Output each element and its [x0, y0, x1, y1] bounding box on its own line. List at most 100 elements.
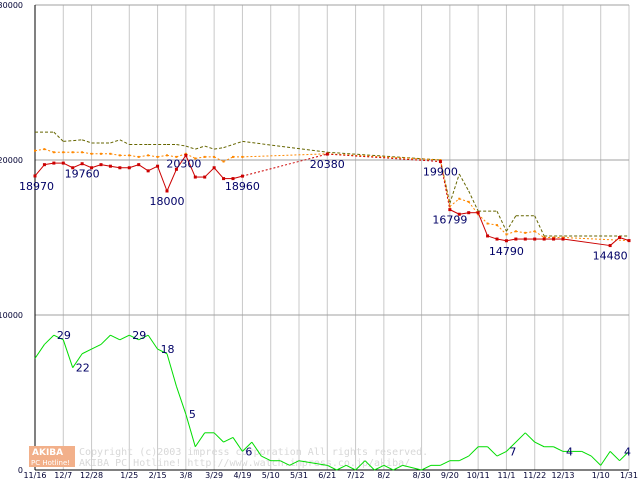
max-price-segment	[214, 147, 224, 150]
max-price-segment	[458, 173, 470, 192]
shop-count-segment	[110, 334, 121, 341]
shop-count-data-label: 18	[161, 343, 175, 356]
shop-count-segment	[534, 441, 545, 448]
min-price-data-label: 19900	[423, 166, 458, 179]
shop-count-segment	[374, 464, 385, 471]
shop-count-segment	[166, 353, 177, 387]
average-price-point	[543, 236, 546, 239]
shop-count-segment	[279, 460, 290, 466]
average-price-point	[71, 151, 74, 154]
min-price-segment	[176, 155, 187, 170]
average-price-point	[496, 224, 498, 227]
x-tick-label: 12/7	[54, 471, 72, 480]
min-price-point	[52, 161, 56, 165]
max-price-series	[35, 131, 629, 237]
min-price-point	[457, 212, 461, 216]
copyright-text: Copyright (c)2003 impress corporation Al…	[79, 447, 428, 458]
min-price-segment	[110, 165, 120, 169]
x-tick-label: 11/16	[23, 471, 46, 480]
min-price-point	[165, 189, 169, 193]
min-price-segment	[506, 238, 516, 242]
min-price-point	[486, 234, 490, 238]
max-price-segment	[110, 139, 121, 144]
min-price-segment	[232, 175, 243, 180]
shop-count-segment	[194, 432, 206, 448]
min-price-segment	[129, 164, 139, 169]
min-price-point	[203, 175, 207, 179]
series-layer	[33, 131, 631, 471]
max-price-segment	[204, 145, 215, 150]
min-price-segment	[619, 237, 630, 242]
min-price-data-label: 16799	[432, 214, 467, 227]
shop-count-data-label: 5	[189, 408, 196, 421]
x-tick-label: 5/10	[262, 471, 280, 480]
average-price-segment	[223, 156, 234, 162]
average-price-point	[90, 152, 93, 155]
average-price-segment	[468, 201, 479, 215]
min-price-point	[438, 160, 442, 164]
average-price-point	[156, 155, 159, 158]
x-tick-label: 11/22	[523, 471, 546, 480]
min-price-segment	[44, 162, 54, 166]
x-tick-label: 9/20	[441, 471, 459, 480]
min-price-point	[42, 163, 46, 167]
max-price-segment	[242, 140, 328, 153]
average-price-point	[118, 154, 121, 157]
min-price-point	[476, 211, 480, 215]
average-price-point	[34, 149, 36, 152]
max-price-segment	[176, 144, 186, 147]
shop-count-segment	[242, 441, 253, 452]
average-price-segment	[534, 230, 545, 238]
average-price-segment	[148, 154, 158, 158]
shop-count-data-label: 7	[509, 445, 516, 458]
average-price-segment	[327, 153, 441, 161]
average-price-segment	[195, 156, 205, 159]
average-price-segment	[506, 230, 517, 235]
shop-count-segment	[81, 348, 92, 355]
min-price-point	[618, 236, 622, 239]
average-price-segment	[185, 153, 196, 159]
min-price-data-label: 18970	[19, 180, 54, 193]
min-price-segment	[72, 163, 83, 169]
average-price-segment	[459, 198, 469, 203]
shop-count-segment	[72, 353, 83, 368]
average-price-segment	[157, 154, 168, 158]
min-price-segment	[147, 165, 158, 172]
average-price-segment	[213, 156, 224, 162]
x-tick-label: 5/31	[290, 471, 308, 480]
average-price-point	[467, 200, 470, 203]
min-price-segment	[496, 238, 507, 242]
x-tick-label: 2/15	[149, 471, 167, 480]
max-price-segment	[195, 145, 205, 150]
shop-count-segment	[119, 334, 130, 341]
shop-count-segment	[440, 460, 451, 466]
shop-count-segment	[364, 460, 375, 471]
shop-count-segment	[515, 432, 526, 443]
min-price-point	[533, 237, 537, 241]
max-price-segment	[223, 140, 243, 149]
average-price-point	[109, 152, 112, 155]
average-price-point	[81, 151, 84, 154]
min-price-point	[146, 169, 150, 173]
x-tick-label: 3/29	[205, 471, 223, 480]
average-price-point	[222, 160, 225, 163]
min-price-point	[137, 163, 141, 167]
shop-count-segment	[609, 451, 620, 462]
min-price-segment	[185, 155, 196, 178]
min-price-point	[552, 237, 556, 241]
average-price-segment	[525, 230, 535, 234]
akiba-logo: AKIBA PC Hotline!	[29, 446, 75, 467]
min-price-segment	[100, 164, 111, 167]
min-price-segment	[213, 167, 224, 179]
min-price-data-label: 19760	[65, 168, 100, 181]
average-price-segment	[562, 237, 630, 242]
average-price-point	[43, 148, 46, 151]
min-price-segment	[34, 164, 45, 177]
max-price-segment	[53, 131, 64, 142]
x-tick-label: 12/28	[80, 471, 103, 480]
max-price-segment	[327, 151, 441, 161]
logo-title: AKIBA	[32, 448, 63, 458]
min-price-point	[608, 244, 612, 248]
min-price-segment	[157, 166, 168, 192]
average-price-point	[232, 155, 234, 158]
